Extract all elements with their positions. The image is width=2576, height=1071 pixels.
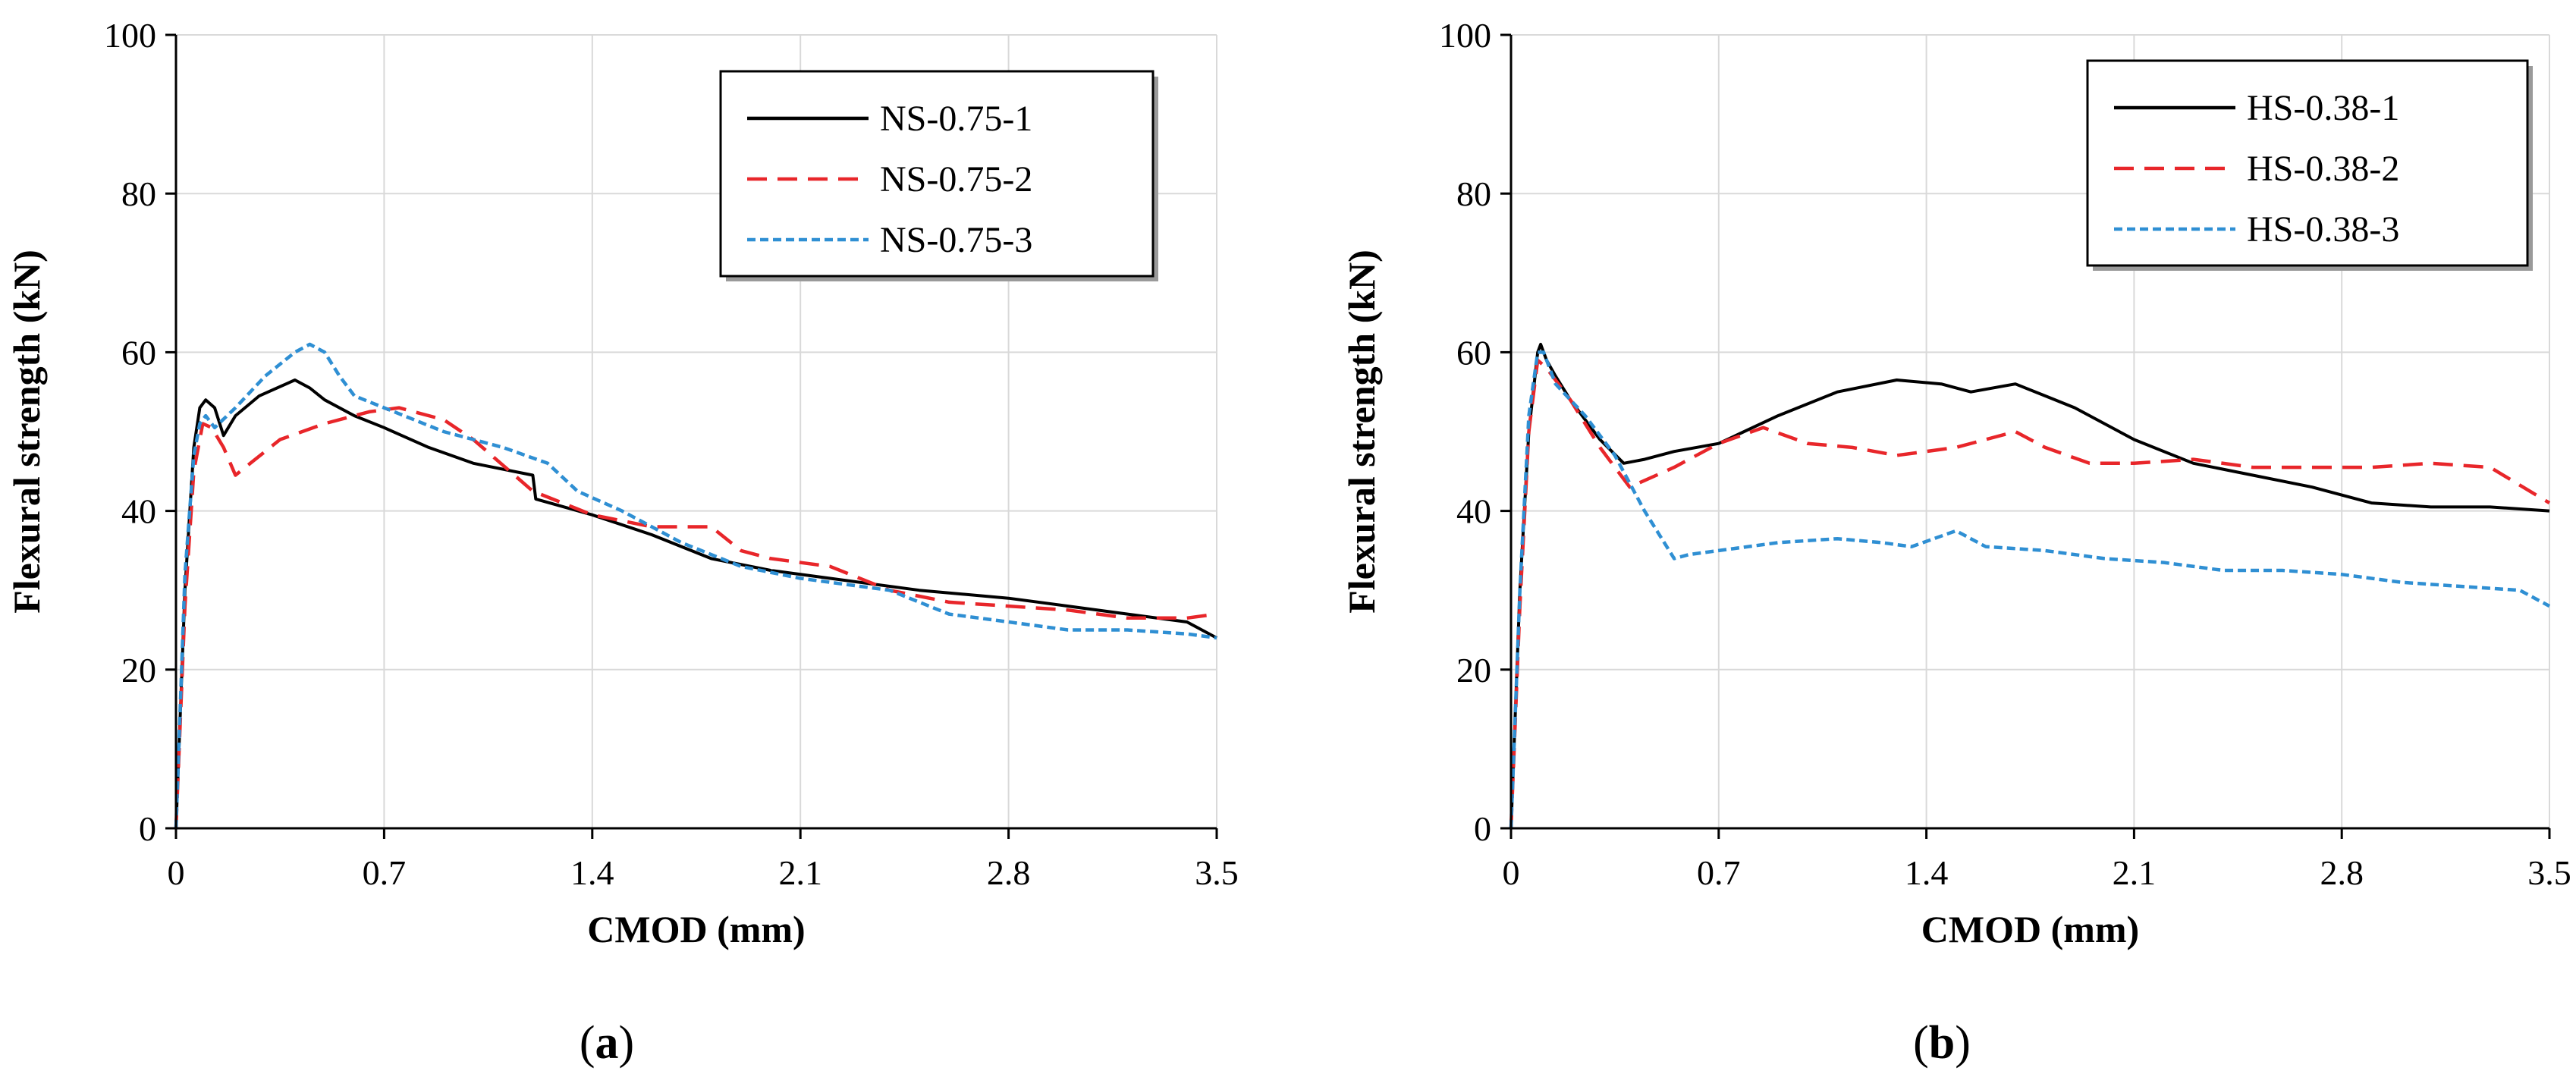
y-tick-label: 80 (121, 174, 156, 213)
panel-caption: (a) (580, 1017, 634, 1069)
panel-caption-letter: b (1929, 1017, 1955, 1069)
series-line-HS-0.38-1 (1509, 342, 2550, 829)
x-tick-label: 0.7 (1697, 853, 1741, 892)
y-tick-label: 40 (121, 492, 156, 531)
legend-label: NS-0.75-3 (880, 220, 1032, 260)
legend-label: HS-0.38-1 (2247, 88, 2399, 128)
legend-label: HS-0.38-2 (2247, 149, 2399, 189)
series-line-NS-0.75-2 (174, 406, 1217, 829)
y-tick-label: 0 (139, 809, 156, 848)
chart-panel-b: 0 0.7 1.4 2.1 2.8 3.5 0 20 40 60 80 100 CMOD (mm) Fle… (1340, 16, 2571, 1069)
x-tick-label: 0 (168, 853, 185, 892)
x-tick-label: 2.8 (2320, 853, 2364, 892)
y-tick-label: 80 (1456, 174, 1491, 213)
x-tick-label: 0.7 (363, 853, 407, 892)
series-line-HS-0.38-2 (1509, 358, 2551, 829)
x-axis-title: CMOD (mm) (587, 908, 805, 950)
y-tick-label: 0 (1474, 809, 1491, 848)
y-tick-label: 60 (121, 333, 156, 372)
y-tick-label: 40 (1456, 492, 1491, 531)
chart-panel-a: 0 0.7 1.4 2.1 2.8 3.5 0 20 40 60 80 100 CMOD (mm) Fle… (5, 16, 1239, 1069)
legend-box (719, 70, 1154, 278)
y-tick-label: 100 (1439, 16, 1491, 55)
y-tick-label: 20 (1456, 651, 1491, 689)
series-line-HS-0.38-3 (1509, 350, 2551, 829)
y-tick-label: 60 (1456, 333, 1491, 372)
x-tick-label: 3.5 (1195, 853, 1239, 892)
panel-caption-letter: a (595, 1017, 619, 1069)
legend: NS-0.75-1 NS-0.75-2 NS-0.75-3 (719, 70, 1158, 281)
x-axis-title: CMOD (mm) (1921, 908, 2139, 950)
y-axis-title: Flexural strength (kN) (1340, 250, 1383, 614)
x-tick-label: 2.1 (2113, 853, 2157, 892)
x-tick-label: 3.5 (2527, 853, 2571, 892)
y-axis-title: Flexural strength (kN) (5, 250, 48, 614)
series-line-NS-0.75-3 (174, 342, 1217, 829)
x-tick-label: 0 (1503, 853, 1520, 892)
panel-caption: (b) (1913, 1017, 1971, 1069)
x-tick-label: 2.1 (778, 853, 822, 892)
y-tick-label: 20 (121, 651, 156, 689)
x-tick-label: 1.4 (570, 853, 614, 892)
x-tick-label: 1.4 (1905, 853, 1949, 892)
legend: HS-0.38-1 HS-0.38-2 HS-0.38-3 (2086, 59, 2533, 271)
series-line-NS-0.75-1 (174, 378, 1217, 829)
legend-label: NS-0.75-2 (880, 159, 1032, 199)
x-tick-label: 2.8 (987, 853, 1031, 892)
legend-label: NS-0.75-1 (880, 99, 1032, 139)
legend-box (2086, 59, 2529, 267)
legend-label: HS-0.38-3 (2247, 209, 2399, 250)
y-tick-label: 100 (104, 16, 156, 55)
